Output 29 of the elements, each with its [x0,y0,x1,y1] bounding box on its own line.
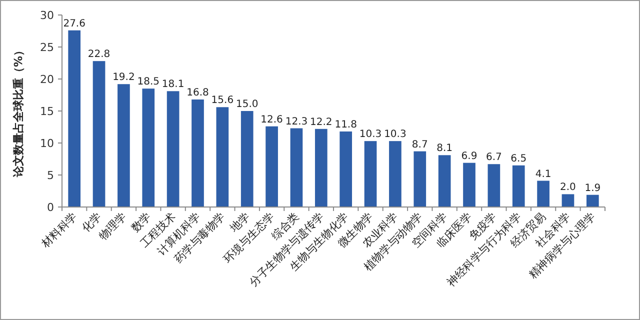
data-label: 2.0 [560,182,576,194]
data-label: 15.6 [211,95,234,106]
data-label: 1.9 [584,182,601,194]
data-label: 12.2 [310,116,332,128]
data-label: 11.8 [334,119,357,130]
data-label: 15.0 [236,99,258,110]
y-tick-label: 15 [40,105,54,118]
y-tick-label: 25 [40,41,54,54]
data-label: 18.1 [162,79,184,90]
data-label: 6.5 [510,153,527,164]
data-label: 6.9 [461,150,478,162]
y-tick-label: 30 [40,9,54,22]
data-label: 19.2 [112,72,135,84]
y-axis-title: 论文数量占全球比重（%） [12,44,25,178]
y-tick-label: 10 [40,137,54,150]
data-label: 22.8 [88,49,110,60]
data-label: 10.3 [384,129,406,140]
y-tick-label: 5 [47,169,54,182]
data-label: 27.6 [63,18,86,30]
data-label: 12.6 [260,114,283,126]
data-label: 4.1 [535,168,552,180]
data-label: 16.8 [186,87,209,98]
data-label: 10.3 [359,129,382,140]
y-tick-label: 20 [40,73,54,86]
data-label: 8.7 [412,139,428,150]
data-label: 8.1 [436,143,453,154]
data-label: 12.3 [285,116,308,128]
data-label: 18.5 [137,76,160,88]
data-label: 6.7 [486,152,502,164]
